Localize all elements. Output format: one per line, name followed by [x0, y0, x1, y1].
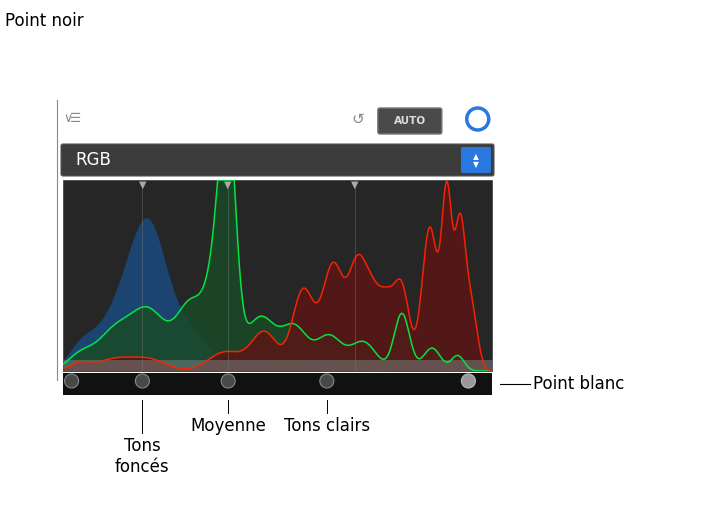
Text: ▼: ▼ [351, 180, 359, 190]
Circle shape [461, 374, 475, 388]
Text: ▼: ▼ [139, 180, 146, 190]
Text: Tons clairs: Tons clairs [284, 417, 370, 435]
Text: RGB: RGB [75, 151, 111, 169]
FancyBboxPatch shape [378, 108, 442, 134]
Text: ↺: ↺ [352, 111, 364, 127]
Circle shape [64, 374, 79, 388]
Text: Levels: Levels [95, 110, 152, 128]
Circle shape [221, 374, 235, 388]
Text: Point noir: Point noir [5, 12, 84, 30]
Polygon shape [323, 381, 331, 388]
FancyBboxPatch shape [461, 147, 491, 173]
Text: ▲: ▲ [473, 152, 479, 161]
FancyBboxPatch shape [63, 180, 492, 371]
Polygon shape [224, 381, 232, 388]
Text: AUTO: AUTO [394, 116, 426, 126]
Text: ▼: ▼ [473, 160, 479, 169]
Text: ∨: ∨ [63, 112, 72, 126]
FancyBboxPatch shape [63, 373, 492, 395]
Polygon shape [465, 381, 473, 388]
Text: ☰: ☰ [70, 112, 81, 126]
Polygon shape [67, 381, 76, 388]
Text: Point blanc: Point blanc [533, 375, 624, 393]
Text: ▼: ▼ [224, 180, 232, 190]
FancyBboxPatch shape [61, 144, 494, 176]
Text: Tons
foncés: Tons foncés [115, 437, 170, 476]
Circle shape [135, 374, 150, 388]
Text: Moyenne: Moyenne [190, 417, 266, 435]
Polygon shape [138, 381, 146, 388]
Circle shape [320, 374, 334, 388]
